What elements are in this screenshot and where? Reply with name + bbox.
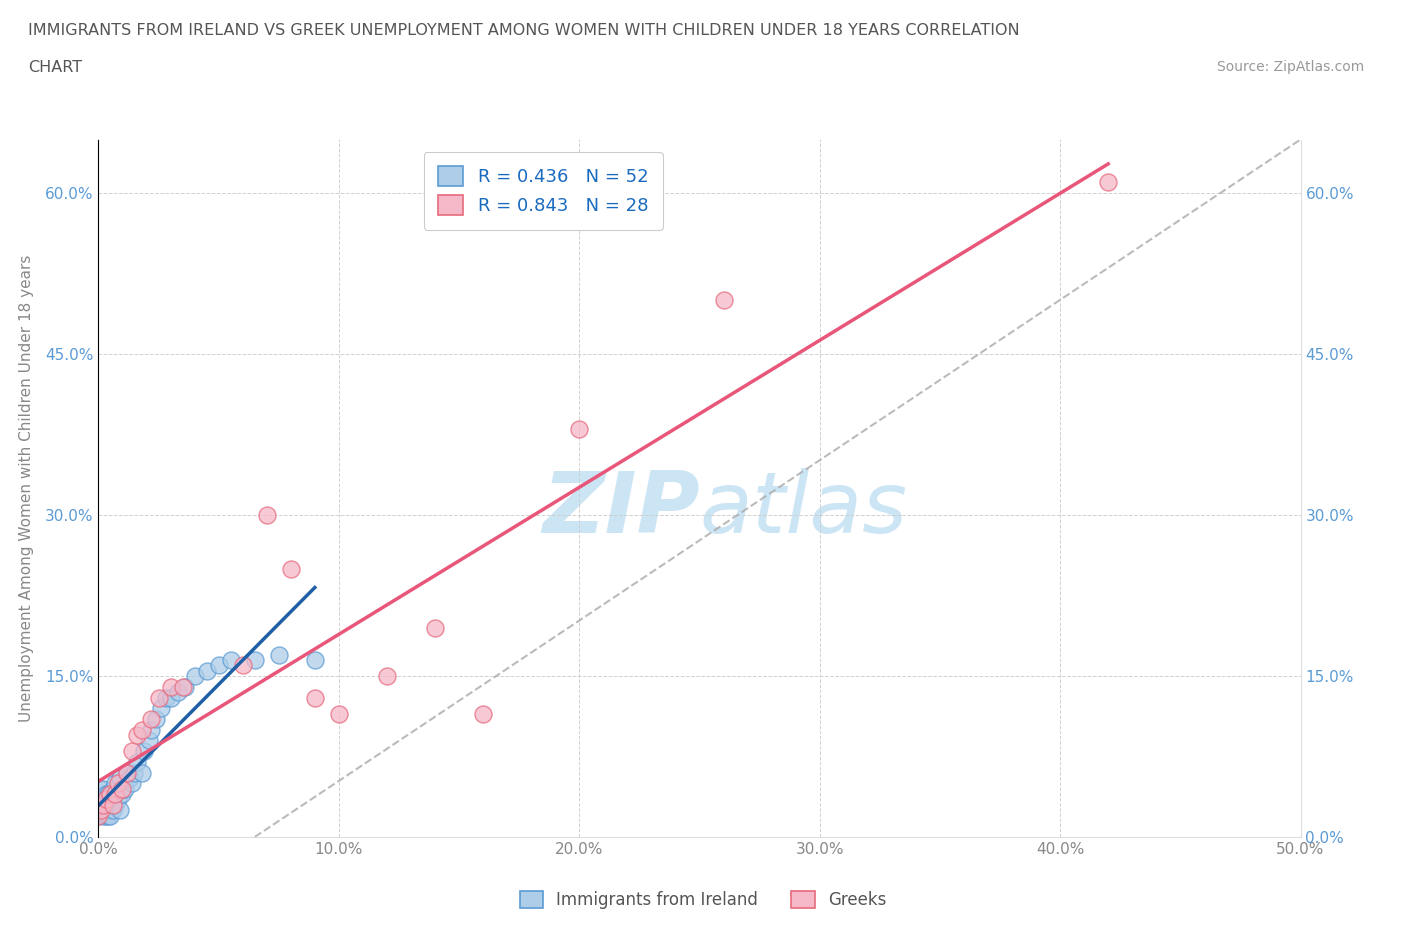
Point xyxy=(100,808,122,823)
Point xyxy=(141,711,163,726)
Text: Source: ZipAtlas.com: Source: ZipAtlas.com xyxy=(1216,60,1364,74)
Point xyxy=(568,422,591,437)
Text: atlas: atlas xyxy=(700,468,907,551)
Point xyxy=(172,679,194,694)
Point xyxy=(94,797,117,812)
Point xyxy=(111,781,134,796)
Point xyxy=(243,653,266,668)
Point xyxy=(148,690,170,705)
Point xyxy=(132,744,155,759)
Point xyxy=(138,733,160,748)
Point xyxy=(91,803,114,817)
Point xyxy=(87,808,110,823)
Point xyxy=(304,653,326,668)
Point xyxy=(94,792,117,807)
Point xyxy=(208,658,231,672)
Point xyxy=(472,706,495,721)
Point xyxy=(94,787,117,802)
Point xyxy=(100,787,122,802)
Point xyxy=(141,723,163,737)
Point xyxy=(117,765,139,780)
Point xyxy=(155,690,177,705)
Point xyxy=(97,808,120,823)
Point xyxy=(423,620,446,635)
Text: IMMIGRANTS FROM IRELAND VS GREEK UNEMPLOYMENT AMONG WOMEN WITH CHILDREN UNDER 18: IMMIGRANTS FROM IRELAND VS GREEK UNEMPLO… xyxy=(28,23,1019,38)
Point xyxy=(183,669,205,684)
Point xyxy=(159,690,181,705)
Point xyxy=(159,679,181,694)
Point xyxy=(375,669,398,684)
Text: CHART: CHART xyxy=(28,60,82,75)
Point xyxy=(90,792,112,807)
Point xyxy=(97,797,120,812)
Point xyxy=(100,787,122,802)
Point xyxy=(90,797,112,812)
Point xyxy=(145,711,167,726)
Point xyxy=(125,727,148,742)
Point xyxy=(87,808,110,823)
Legend: R = 0.436   N = 52, R = 0.843   N = 28: R = 0.436 N = 52, R = 0.843 N = 28 xyxy=(423,152,662,230)
Legend: Immigrants from Ireland, Greeks: Immigrants from Ireland, Greeks xyxy=(512,883,894,917)
Point xyxy=(219,653,242,668)
Point xyxy=(118,771,141,786)
Point xyxy=(91,808,114,823)
Point xyxy=(101,797,124,812)
Point xyxy=(328,706,350,721)
Point xyxy=(101,781,124,796)
Point xyxy=(232,658,254,672)
Point xyxy=(131,765,153,780)
Point xyxy=(107,792,129,807)
Point xyxy=(91,781,114,796)
Point xyxy=(94,803,117,817)
Point xyxy=(91,797,114,812)
Point xyxy=(100,797,122,812)
Point xyxy=(267,647,290,662)
Point xyxy=(90,803,112,817)
Point xyxy=(94,808,117,823)
Point xyxy=(108,771,131,786)
Point xyxy=(117,765,139,780)
Point xyxy=(125,754,148,769)
Point xyxy=(304,690,326,705)
Point xyxy=(124,765,146,780)
Point xyxy=(111,787,134,802)
Point xyxy=(107,776,129,790)
Point xyxy=(114,781,136,796)
Point xyxy=(104,787,127,802)
Point xyxy=(94,792,117,807)
Point xyxy=(104,776,127,790)
Point xyxy=(149,701,172,716)
Point xyxy=(256,508,278,523)
Point xyxy=(101,803,124,817)
Point xyxy=(108,803,131,817)
Point xyxy=(131,723,153,737)
Point xyxy=(174,679,197,694)
Point xyxy=(195,663,218,678)
Point xyxy=(713,293,735,308)
Point xyxy=(90,803,112,817)
Point xyxy=(166,684,188,699)
Text: ZIP: ZIP xyxy=(541,468,700,551)
Point xyxy=(280,562,302,577)
Point xyxy=(121,776,143,790)
Point xyxy=(1097,175,1119,190)
Point xyxy=(91,792,114,807)
Point xyxy=(104,797,127,812)
Point xyxy=(90,781,112,796)
Point xyxy=(121,744,143,759)
Point xyxy=(97,787,120,802)
Point xyxy=(97,803,120,817)
Y-axis label: Unemployment Among Women with Children Under 18 years: Unemployment Among Women with Children U… xyxy=(18,255,34,722)
